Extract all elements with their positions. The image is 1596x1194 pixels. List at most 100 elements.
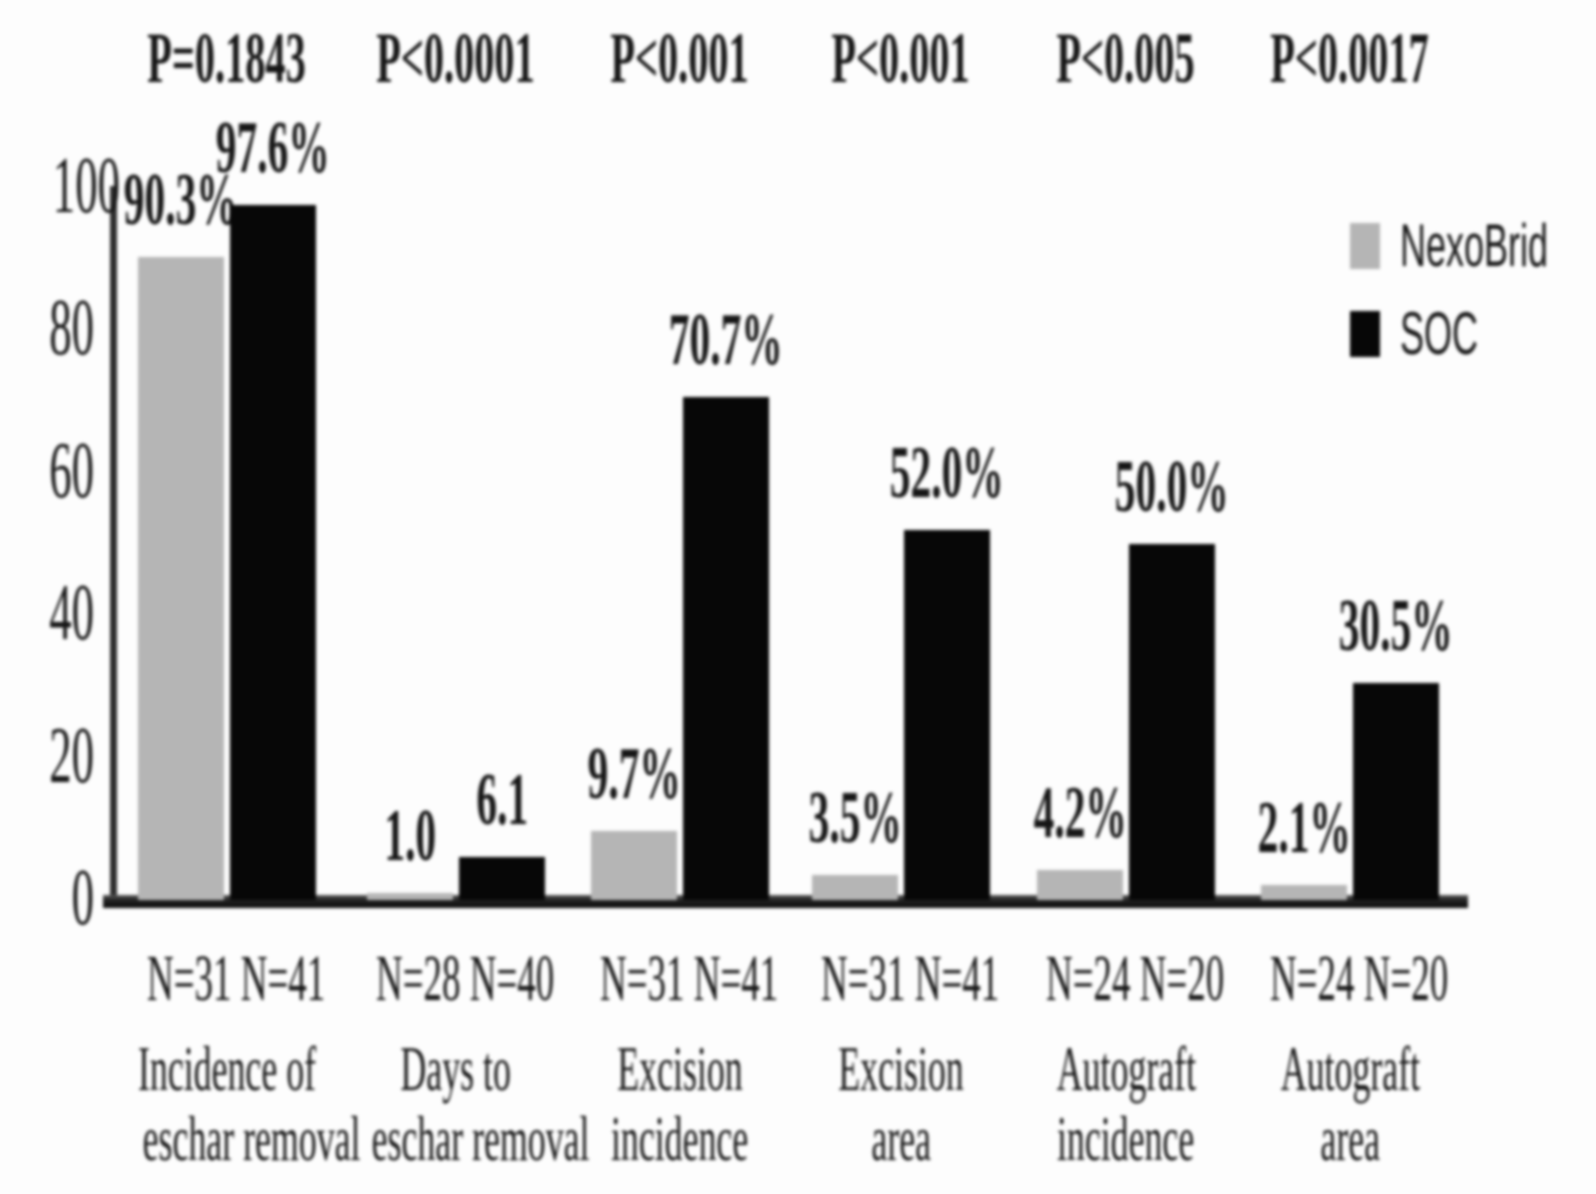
category-label: eschar removal	[57, 1104, 397, 1174]
n-count-label: N=24 N=20	[1200, 944, 1500, 1014]
text: 2.1%	[1257, 787, 1351, 869]
bar-soc	[904, 530, 990, 900]
bar-value-label: 90.3%	[31, 160, 331, 240]
bar-nexobrid	[367, 893, 453, 900]
bar-nexobrid	[812, 875, 898, 900]
category-label: area	[1180, 1104, 1520, 1174]
text: Excision	[617, 1033, 743, 1104]
text: incidence	[611, 1103, 749, 1174]
bar-nexobrid	[1261, 885, 1347, 900]
legend-item-nexobrid: NexoBrid	[1350, 214, 1596, 278]
n-count-label: N=31 N=41	[77, 944, 377, 1014]
p-value-label: P<0.0017	[1200, 18, 1500, 98]
text: Days to	[400, 1033, 512, 1104]
category-label: area	[731, 1104, 1071, 1174]
legend-label: SOC	[1400, 300, 1479, 367]
text: 1.0	[384, 795, 436, 877]
text: 40	[49, 569, 94, 657]
legend-label: NexoBrid	[1400, 212, 1549, 279]
p-value-label: P=0.1843	[77, 18, 377, 98]
category-label: Incidence of	[57, 1034, 397, 1104]
text: 97.6%	[216, 107, 330, 189]
text: N=24 N=20	[1270, 942, 1449, 1015]
text: N=31 N=41	[821, 942, 1000, 1015]
text: 4.2%	[1033, 772, 1127, 854]
text: P<0.001	[610, 18, 750, 98]
legend-item-soc: SOC	[1350, 302, 1530, 366]
text: 52.0%	[890, 432, 1004, 514]
category-label: Days to	[286, 1034, 626, 1104]
p-value-label: P<0.001	[751, 18, 1051, 98]
category-label: Autograft	[1180, 1034, 1520, 1104]
text: 60	[49, 427, 94, 515]
text: incidence	[1057, 1103, 1195, 1174]
bar-value-label: 50.0%	[1022, 447, 1322, 527]
bar-value-label: 4.2%	[930, 773, 1230, 853]
text: N=31 N=41	[147, 942, 326, 1015]
text: 70.7%	[669, 299, 783, 381]
bar-value-label: 3.5%	[705, 778, 1005, 858]
nexobrid-swatch-icon	[1350, 223, 1380, 269]
n-count-label: N=31 N=41	[530, 944, 830, 1014]
category-label: incidence	[510, 1104, 850, 1174]
y-tick-label: 100	[0, 146, 120, 226]
bar-value-label: 52.0%	[797, 433, 1097, 513]
text: 50.0%	[1115, 446, 1229, 528]
bar-nexobrid	[138, 257, 224, 900]
text: 6.1	[476, 759, 528, 841]
y-tick-label: 20	[0, 716, 94, 796]
text: 9.7%	[587, 733, 681, 815]
bar-soc	[230, 205, 316, 900]
bar-soc	[459, 857, 545, 900]
soc-swatch-icon	[1350, 311, 1380, 357]
text: Autograft	[1056, 1033, 1196, 1104]
text: 20	[49, 712, 94, 800]
category-label: incidence	[956, 1104, 1296, 1174]
bar-value-label: 70.7%	[576, 300, 876, 380]
text: N=28 N=40	[376, 942, 555, 1015]
category-label: eschar removal	[286, 1104, 626, 1174]
y-tick-label: 0	[0, 858, 94, 938]
text: P<0.005	[1056, 18, 1196, 98]
text: N=31 N=41	[600, 942, 779, 1015]
bar-soc	[683, 397, 769, 900]
text: 100	[52, 142, 120, 230]
bar-value-label: 6.1	[352, 760, 652, 840]
text: Excision	[838, 1033, 964, 1104]
bar-value-label: 30.5%	[1246, 586, 1546, 666]
n-count-label: N=24 N=20	[976, 944, 1276, 1014]
y-tick-label: 40	[0, 573, 94, 653]
n-count-label: N=31 N=41	[751, 944, 1051, 1014]
bar-value-label: 97.6%	[123, 108, 423, 188]
category-label: Excision	[731, 1034, 1071, 1104]
bar-soc	[1129, 544, 1215, 900]
text: P<0.001	[831, 18, 971, 98]
text: P<0.0001	[376, 18, 536, 98]
y-tick-label: 80	[0, 288, 94, 368]
text: Autograft	[1280, 1033, 1420, 1104]
category-label: Autograft	[956, 1034, 1296, 1104]
category-label: Excision	[510, 1034, 850, 1104]
y-tick-label: 60	[0, 431, 94, 511]
text: area	[871, 1103, 931, 1174]
bar-nexobrid	[1037, 870, 1123, 900]
bar-value-label: 9.7%	[484, 734, 784, 814]
text: 30.5%	[1339, 585, 1453, 667]
text: 0	[71, 854, 94, 942]
y-axis-line	[110, 186, 117, 907]
text: eschar removal	[142, 1103, 361, 1174]
text: 90.3%	[124, 159, 238, 241]
p-value-label: P<0.005	[976, 18, 1276, 98]
p-value-label: P<0.0001	[306, 18, 606, 98]
bar-value-label: 2.1%	[1154, 788, 1454, 868]
bar-nexobrid	[591, 831, 677, 900]
p-value-label: P<0.001	[530, 18, 830, 98]
n-count-label: N=28 N=40	[306, 944, 606, 1014]
bar-soc	[1353, 683, 1439, 900]
text: P<0.0017	[1270, 18, 1430, 98]
text: P=0.1843	[147, 18, 307, 98]
text: 80	[49, 284, 94, 372]
bar-value-label: 1.0	[260, 796, 560, 876]
